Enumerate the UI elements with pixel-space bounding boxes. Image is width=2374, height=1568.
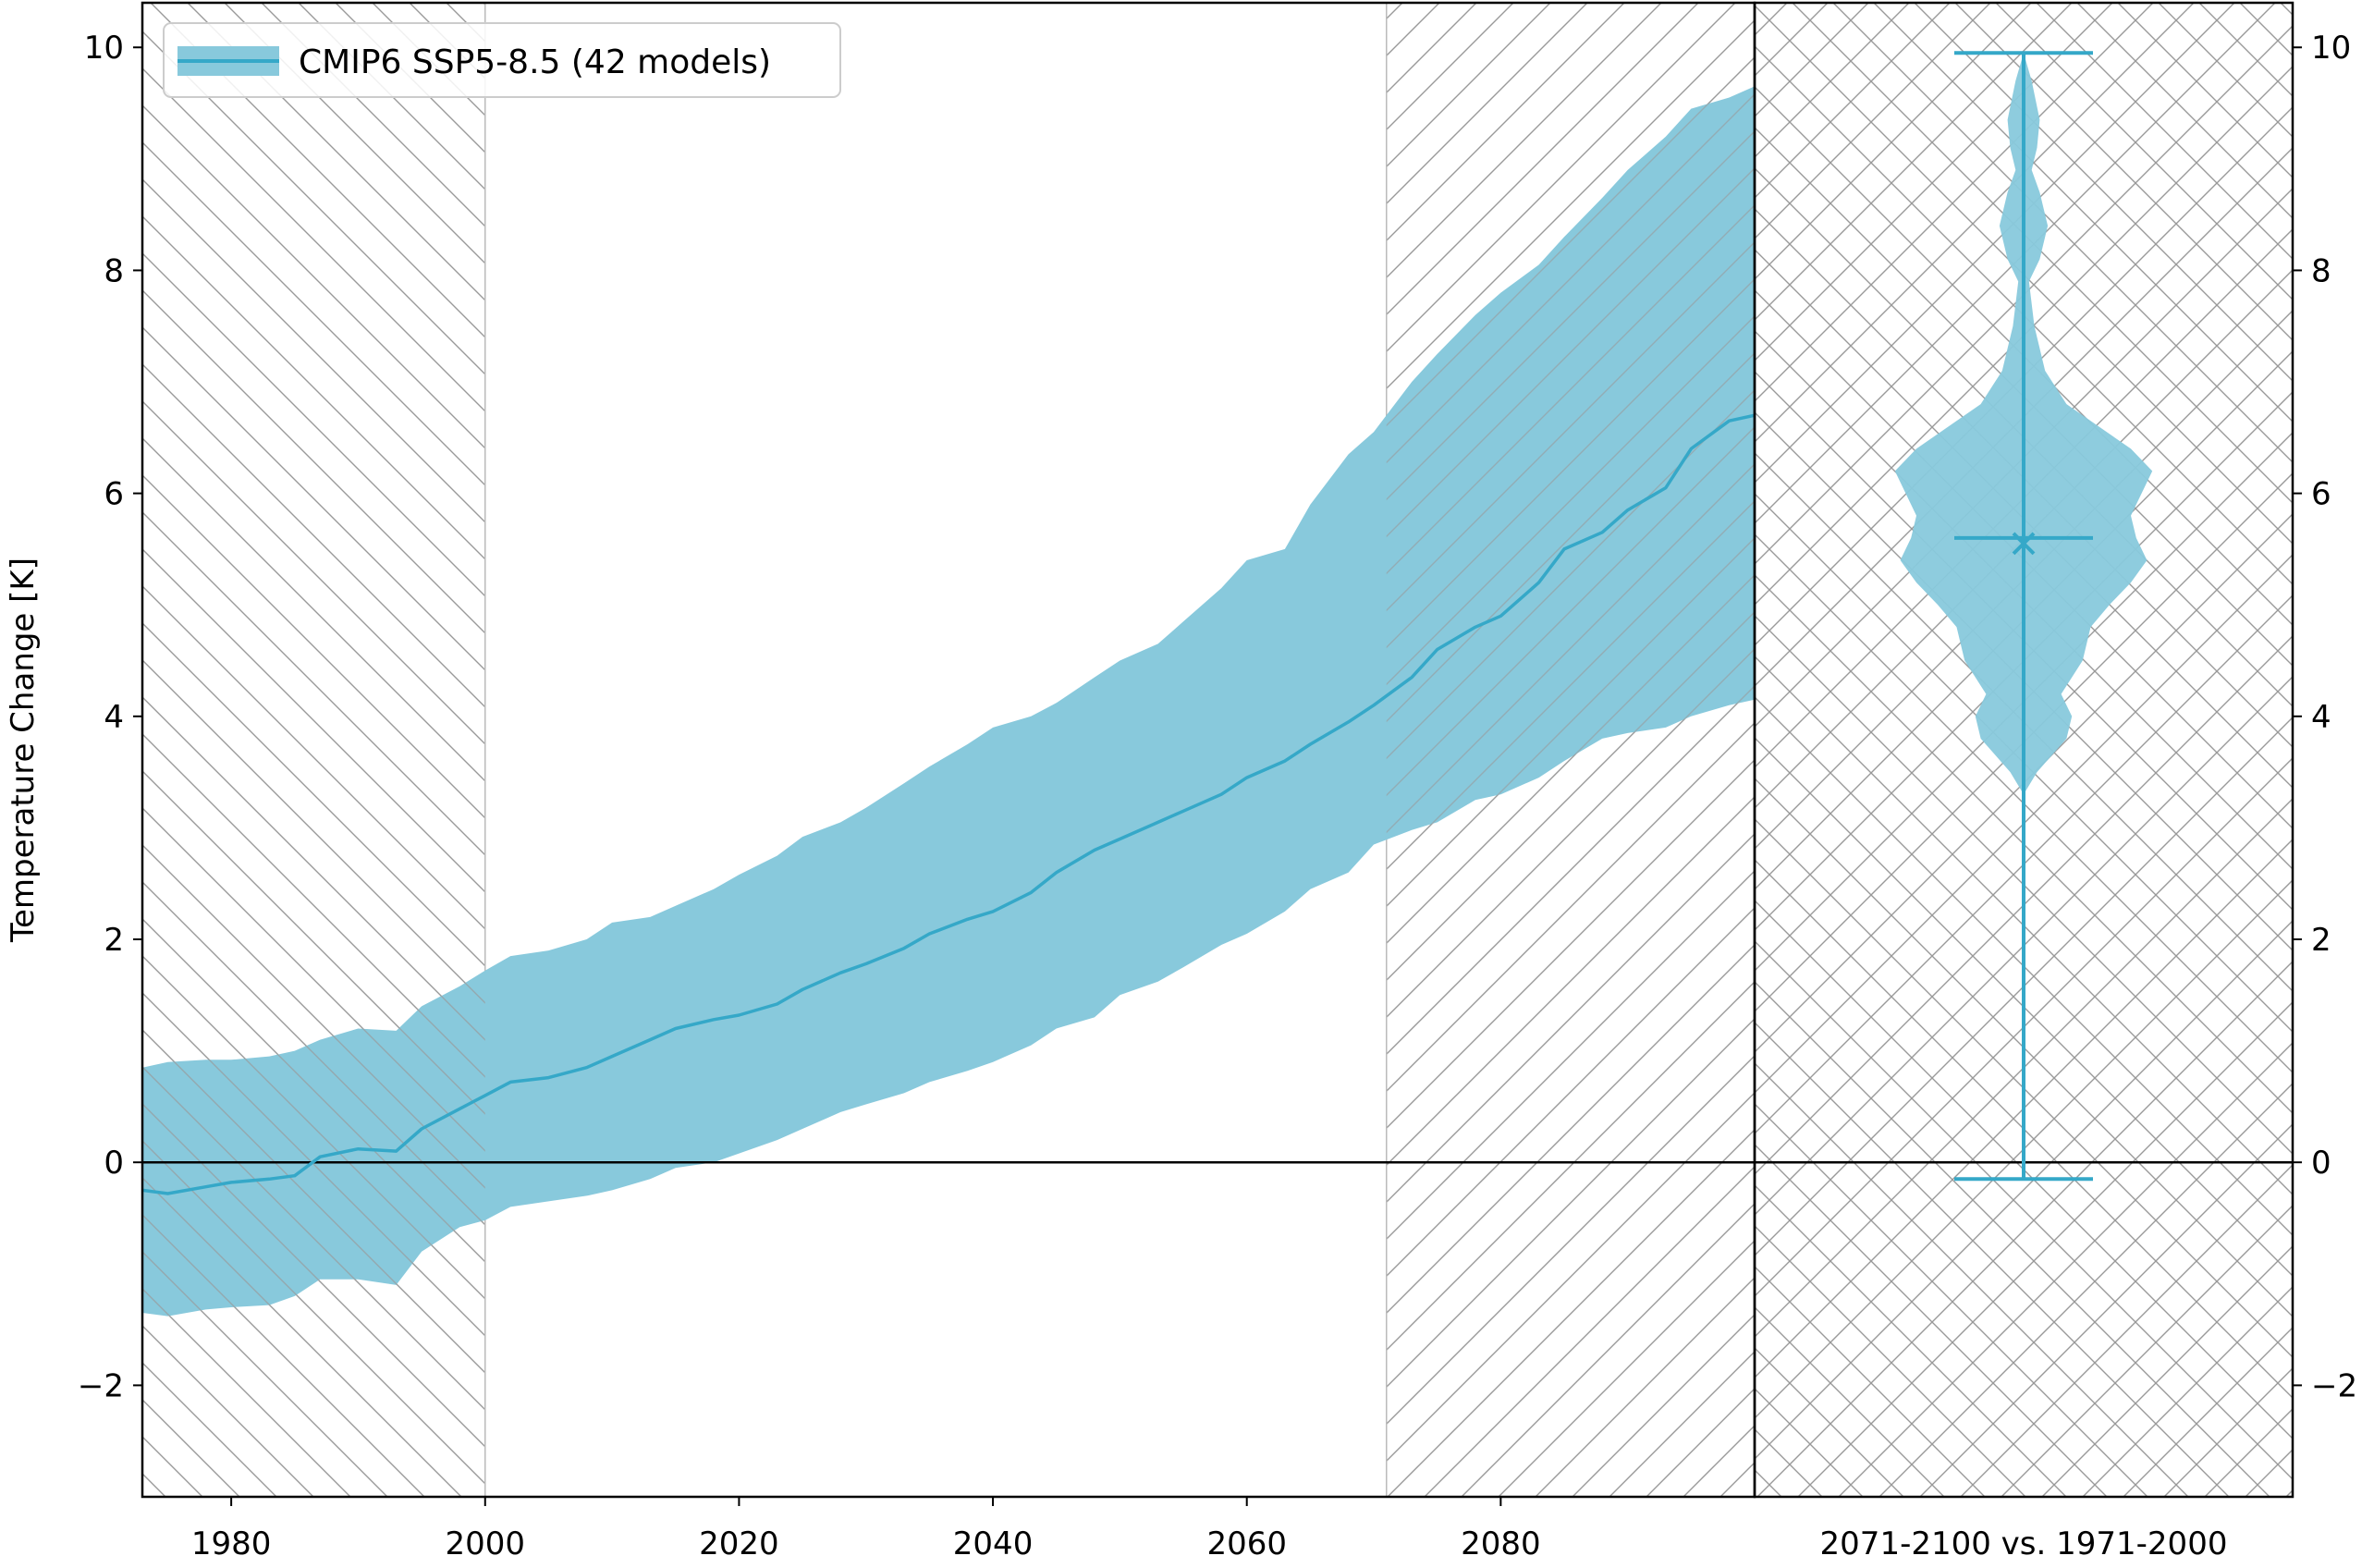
- ensemble-mean-line: [142, 413, 1755, 1195]
- reference-hatch-overlay: [142, 970, 485, 1317]
- y-tick-label-right: 4: [2311, 699, 2331, 736]
- violin-axes-frame: [1753, 1, 2294, 1499]
- y-tick-label: 6: [104, 476, 124, 513]
- y-tick-label: 8: [104, 252, 124, 289]
- y-tick-label: 0: [104, 1145, 124, 1182]
- legend: CMIP6 SSP5-8.5 (42 models): [163, 22, 841, 98]
- legend-box: [163, 22, 841, 98]
- y-tick-label-right: 2: [2311, 922, 2331, 959]
- y-tick-label: 4: [104, 699, 124, 736]
- violin-category-label: 2071-2100 vs. 1971-2000: [1820, 1525, 2228, 1562]
- x-tick-label: 1980: [191, 1525, 272, 1562]
- y-axis-left-ticks: −2 0 2 4 6 8 10: [78, 30, 142, 1404]
- x-tick-label: 2060: [1206, 1525, 1287, 1562]
- legend-label: CMIP6 SSP5-8.5 (42 models): [299, 43, 771, 81]
- main-panel: [142, 3, 1755, 1497]
- x-axis-ticks: 1980 2000 2020 2040 2060 2080: [191, 1497, 1541, 1562]
- x-tick-label: 2000: [446, 1525, 526, 1562]
- y-tick-label-right: 6: [2311, 476, 2331, 513]
- y-tick-label-right: 8: [2311, 252, 2331, 289]
- y-tick-label: 10: [84, 30, 124, 67]
- y-axis-label: Temperature Change [K]: [5, 557, 42, 943]
- x-tick-label: 2020: [699, 1525, 779, 1562]
- y-axis-right-ticks: −2 0 2 4 6 8 10: [2293, 30, 2357, 1404]
- y-tick-label-right: 0: [2311, 1145, 2331, 1182]
- x-tick-label: 2040: [953, 1525, 1034, 1562]
- y-tick-label: 2: [104, 922, 124, 959]
- y-tick-label-right: 10: [2311, 30, 2351, 67]
- y-tick-label: −2: [78, 1367, 124, 1404]
- violin-panel: [1755, 3, 2293, 1497]
- model-spread-band: [142, 86, 1755, 1317]
- y-tick-label-right: −2: [2311, 1367, 2357, 1404]
- violin-mean-marker: [2012, 532, 2036, 556]
- x-tick-label: 2080: [1461, 1525, 1541, 1562]
- future-hatch-overlay: [1386, 86, 1755, 840]
